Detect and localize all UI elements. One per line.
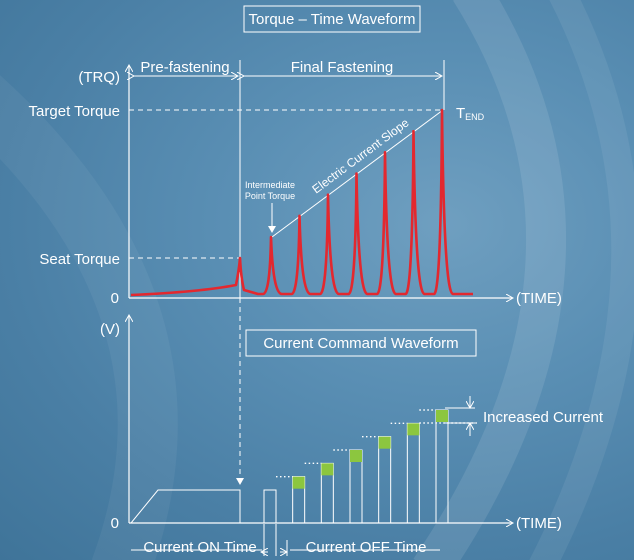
off-time-label: Current OFF Time: [306, 539, 427, 556]
torque-curve: [130, 108, 473, 297]
current-origin-label: 0: [111, 515, 119, 532]
current-step-pulse: [378, 436, 392, 523]
torque-x-axis-label: (TIME): [516, 290, 562, 307]
current-title-box: [245, 329, 477, 357]
torque-pulses: [130, 108, 473, 297]
torque-title: Torque – Time Waveform: [249, 11, 416, 28]
current-step-pulses: [263, 409, 478, 523]
current-step-pulse: [435, 409, 449, 523]
t-end-label: TEND: [456, 105, 485, 122]
seat-torque-label: Seat Torque: [39, 251, 120, 268]
slope-label: Electric Current Slope: [309, 115, 411, 196]
current-y-axis-label: (V): [100, 321, 120, 338]
step-increment-marker: [292, 476, 305, 489]
current-step-pulse: [263, 489, 277, 523]
current-step-pulse: [320, 462, 334, 523]
increased-current-label: Increased Current: [483, 409, 604, 426]
current-title: Current Command Waveform: [263, 335, 458, 352]
intermediate-label-line2: Point Torque: [245, 191, 295, 201]
final-fastening-label: Final Fastening: [291, 59, 394, 76]
step-increment-marker: [321, 463, 334, 476]
torque-origin-label: 0: [111, 290, 119, 307]
target-torque-label: Target Torque: [29, 103, 120, 120]
step-increment-marker: [407, 423, 420, 436]
step-increment-marker: [436, 410, 448, 422]
current-step-pulse: [406, 422, 420, 523]
step-increment-marker: [378, 436, 391, 449]
torque-title-box: [243, 5, 421, 33]
step-increment-marker: [350, 450, 362, 462]
current-x-axis-label: (TIME): [516, 515, 562, 532]
prefastening-label: Pre-fastening: [140, 59, 229, 76]
prefastening-current-profile: [130, 489, 241, 524]
intermediate-label-line1: Intermediate: [245, 180, 295, 190]
torque-y-axis-label: (TRQ): [78, 69, 120, 86]
on-time-label: Current ON Time: [143, 539, 256, 556]
